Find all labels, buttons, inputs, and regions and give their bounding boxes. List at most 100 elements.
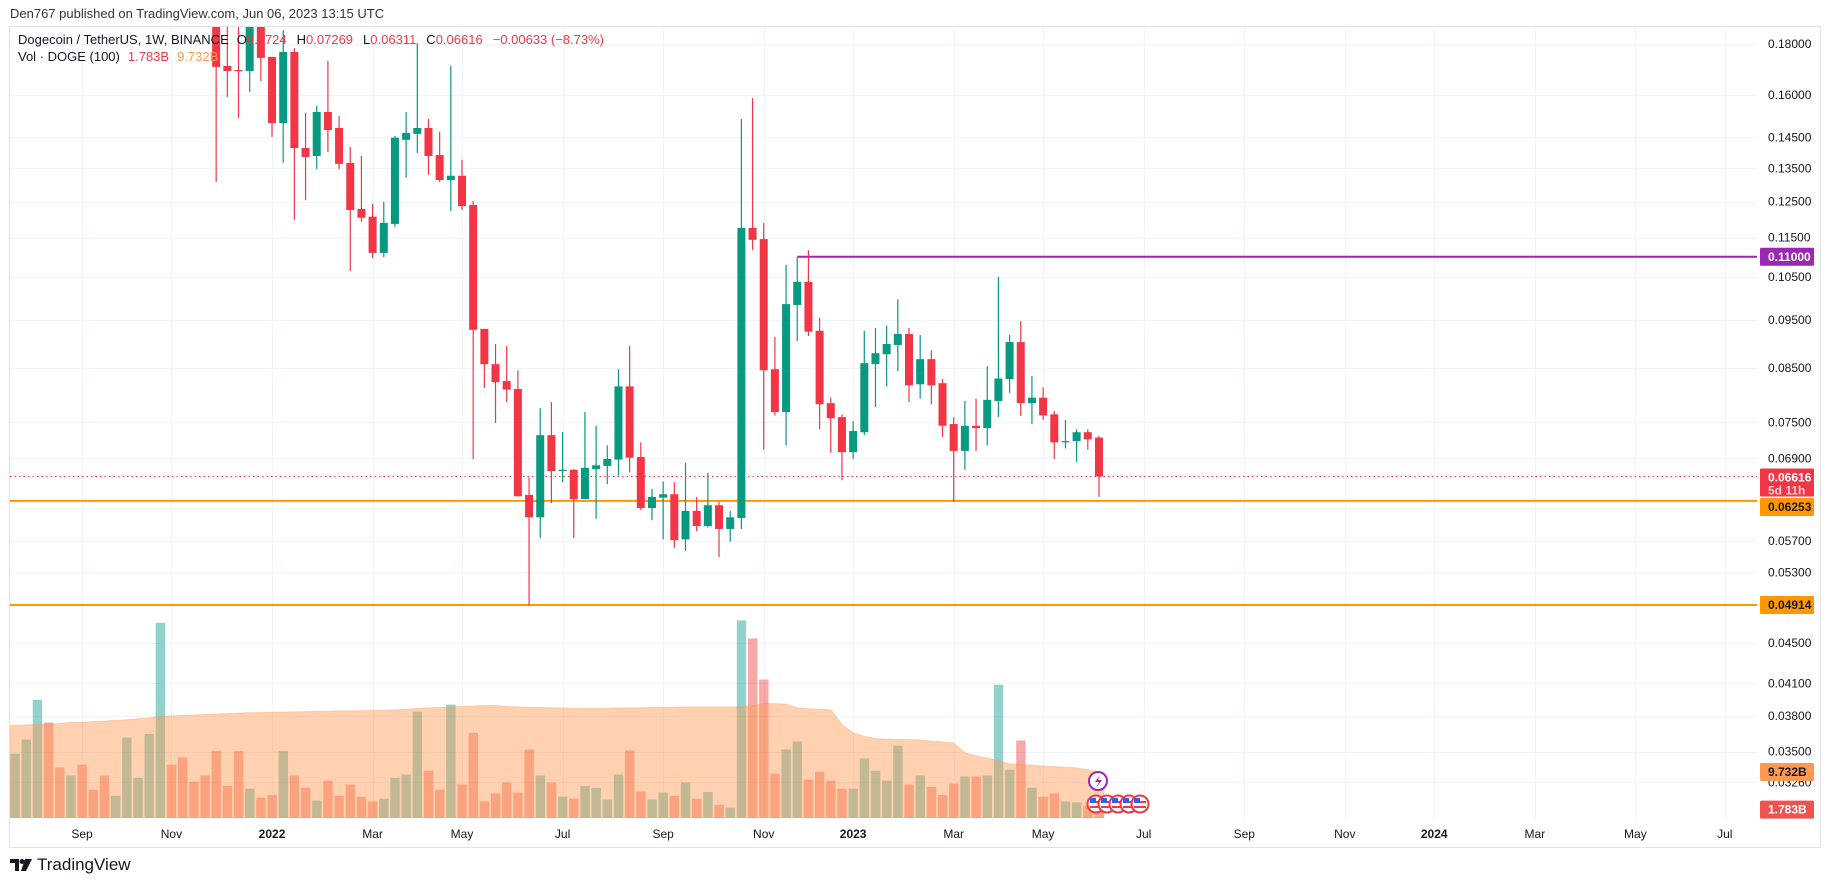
price-tick-label: 0.05300 (1768, 565, 1812, 579)
candle-body (1072, 432, 1081, 442)
time-tick-label: Mar (1524, 827, 1545, 841)
candle-body (748, 227, 757, 240)
high-value: 0.07269 (306, 32, 354, 47)
volume-bar (435, 789, 445, 818)
price-axis[interactable]: 0.18000 0.16000 0.14500 0.13500 0.12500 0.115… (1760, 37, 1814, 819)
candle-body (1039, 397, 1048, 416)
close-label: C (426, 32, 436, 47)
candle-down (480, 328, 489, 388)
volume-bar (267, 794, 277, 818)
volume-bar (714, 804, 724, 818)
volume-bar (1027, 787, 1037, 818)
price-marker[interactable]: 0.11000 (1760, 247, 1814, 266)
price-marker-text: 0.04914 (1768, 598, 1812, 612)
candle-body (916, 359, 925, 385)
candle-body (804, 281, 813, 332)
candle-down (670, 482, 679, 548)
candle-up (614, 369, 623, 476)
price-marker[interactable]: 0.06253 (1760, 498, 1814, 516)
horizontal-lines[interactable] (10, 255, 1757, 607)
candle-body (636, 457, 645, 509)
flag-stripe (1090, 806, 1102, 808)
price-tick-label: 0.18000 (1768, 37, 1812, 51)
candle-down (815, 317, 824, 430)
candle-body (692, 510, 701, 526)
candle-down (223, 27, 232, 98)
candle-body (525, 494, 534, 518)
candle-body (536, 435, 545, 518)
candle-down (636, 442, 645, 511)
candle-down (972, 398, 981, 451)
candle-body (849, 431, 858, 453)
candle-down (748, 98, 757, 251)
candle-body (826, 403, 835, 419)
candle-down (625, 345, 634, 473)
candle-body (960, 425, 969, 451)
candle-body (893, 334, 902, 345)
grid-lines (10, 27, 1757, 818)
volume-bar (1072, 802, 1082, 818)
lightning-event-icon[interactable] (1088, 771, 1108, 791)
volume-bar (468, 732, 478, 818)
volume-bar (233, 750, 244, 818)
candle-down (759, 222, 768, 450)
volume-bar (289, 775, 300, 818)
volume-bar (490, 793, 501, 818)
high-label: H (296, 32, 307, 47)
candle-body (782, 304, 791, 413)
price-marker-bg (1760, 596, 1814, 615)
candle-up (737, 119, 746, 529)
volume-bar (222, 785, 233, 818)
candle-up (726, 510, 735, 542)
events-icons[interactable] (1086, 771, 1150, 814)
time-tick-label: Nov (161, 827, 182, 841)
candle-up (916, 334, 925, 399)
us-flag-event-icons[interactable] (1086, 794, 1150, 814)
tradingview-logo[interactable]: TradingView (10, 855, 131, 875)
price-marker-bg (1760, 498, 1814, 516)
candle-up (446, 65, 455, 212)
candle-body (614, 386, 623, 460)
volume-bar (792, 741, 803, 818)
candle-up (994, 276, 1003, 418)
symbol-legend: Dogecoin / TetherUS, 1W, BINANCE O 0.0724… (18, 32, 614, 47)
low-label: L (363, 32, 371, 47)
candle-body (715, 505, 724, 529)
volume-marker-bg (1760, 800, 1814, 819)
time-tick-label: 2024 (1421, 827, 1448, 841)
candle-up (793, 257, 802, 342)
price-marker[interactable]: 0.04914 (1760, 596, 1814, 615)
candle-up (558, 432, 567, 483)
candle-body (513, 389, 522, 497)
candle-body (268, 56, 277, 124)
volume-marker[interactable]: 9.732B (1760, 763, 1814, 782)
price-tick-label: 0.09500 (1768, 313, 1812, 327)
volume-bar (423, 770, 434, 818)
time-axis[interactable]: Sep Nov 2022 Mar May Jul Sep Nov 2023 Mar May Jul Se… (71, 827, 1732, 841)
candle-down (502, 345, 511, 403)
time-tick-label: 2023 (840, 827, 867, 841)
candle-down (547, 402, 556, 504)
volume-bar (200, 775, 210, 818)
candle-body (413, 128, 422, 134)
candle-body (402, 132, 411, 140)
volume-marker[interactable]: 1.783B (1760, 800, 1814, 819)
candle-up (882, 325, 891, 387)
volume-bar (379, 798, 389, 818)
volume-bar (356, 796, 367, 818)
candle-down (1083, 429, 1092, 450)
candle-up (603, 445, 612, 485)
candle-up (1005, 334, 1014, 393)
candle-body (882, 344, 891, 355)
volume-bar (747, 638, 758, 818)
volume-bar (110, 795, 121, 818)
us-flag-icon[interactable] (1130, 794, 1150, 814)
candle-body (335, 128, 344, 164)
time-tick-label: Mar (943, 827, 964, 841)
candle-up (1072, 429, 1081, 463)
candle-down (905, 327, 913, 403)
candle-body (346, 162, 355, 210)
volume-bar (133, 777, 143, 818)
